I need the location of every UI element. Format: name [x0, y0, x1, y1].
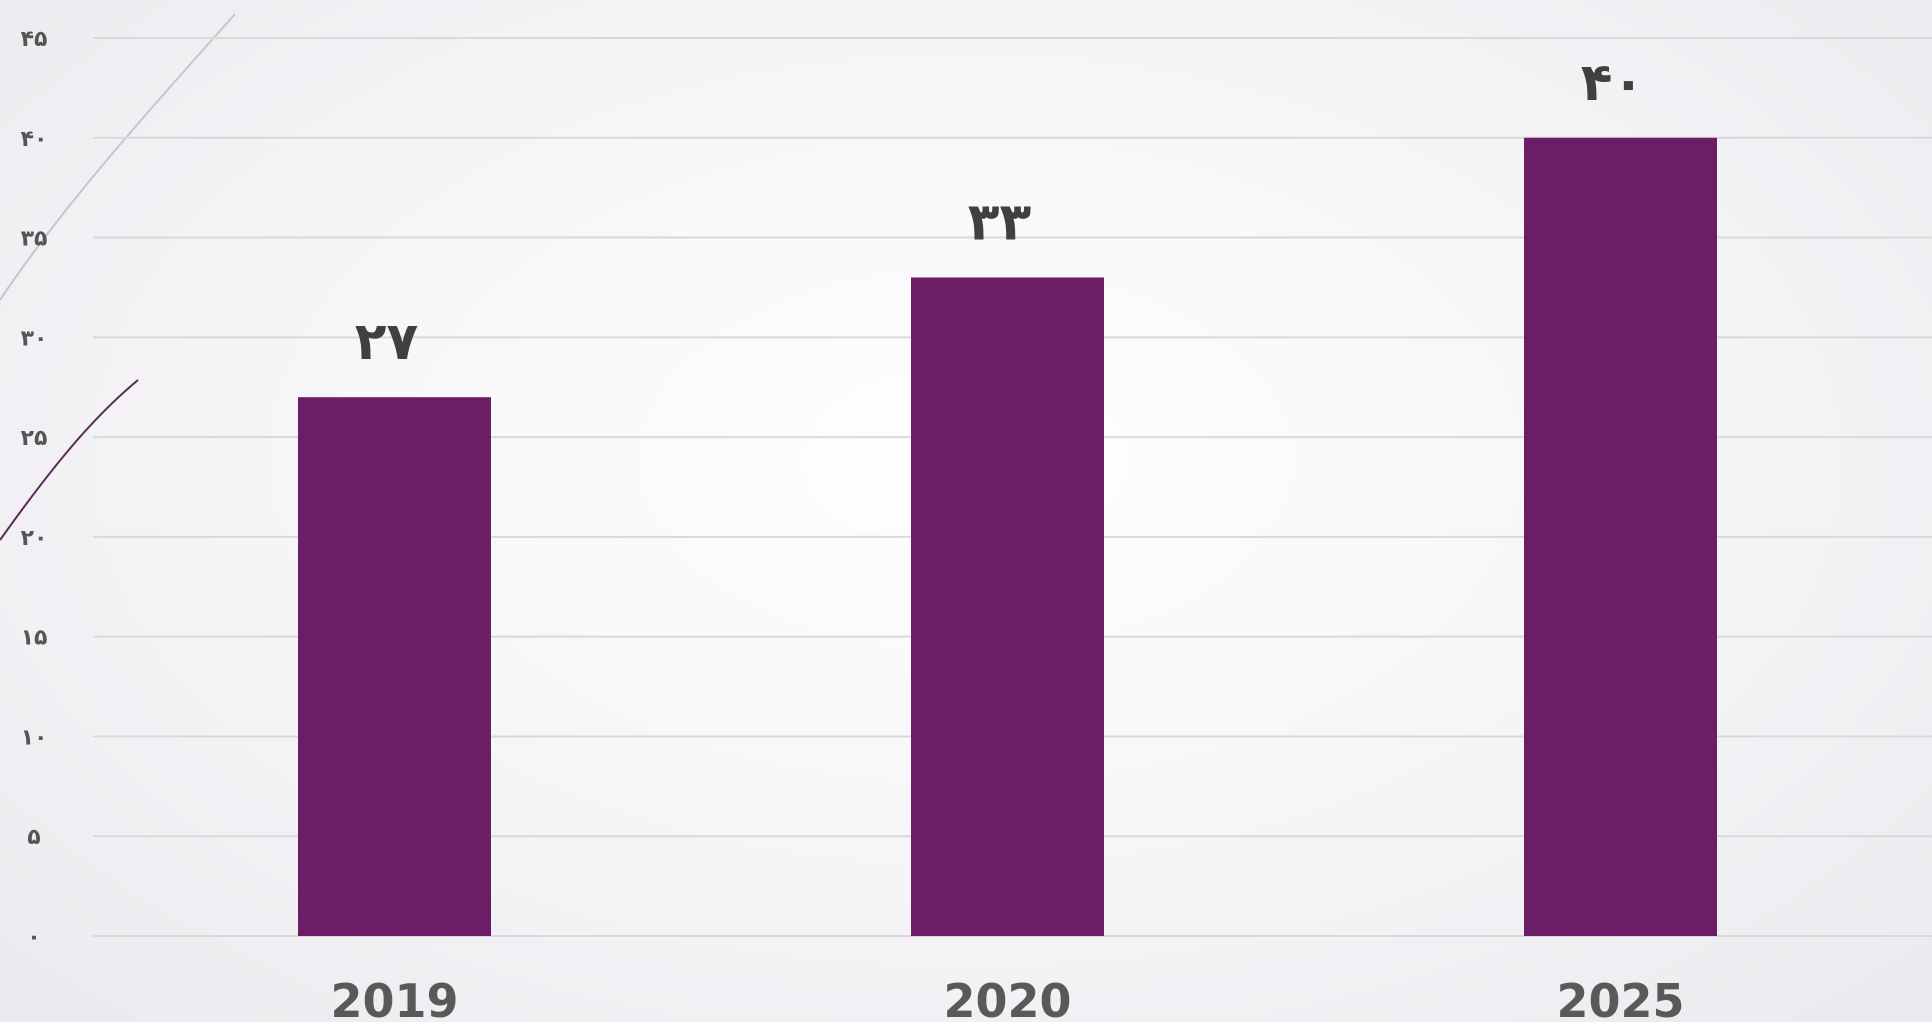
- data-labels: ۲۷ ۳۳ ۴۰: [355, 53, 1644, 372]
- bars: [298, 137, 1717, 936]
- x-axis-ticks: 2019 2020 2025: [330, 974, 1684, 1022]
- y-tick-label: ۴۵: [21, 27, 48, 52]
- decorative-curve-light: [0, 13, 236, 301]
- decorative-curves: [0, 13, 236, 541]
- y-tick-label: ۱۵: [21, 626, 48, 651]
- y-tick-label: ۱۰: [21, 725, 48, 750]
- y-tick-label: ۴۰: [21, 127, 48, 152]
- x-tick-label: 2025: [1556, 974, 1684, 1022]
- x-tick-label: 2020: [943, 974, 1071, 1022]
- y-tick-label: ۳۰: [21, 326, 48, 351]
- x-tick-label: 2019: [330, 974, 458, 1022]
- y-tick-label: ۳۵: [21, 227, 48, 252]
- bar-2019: [298, 397, 491, 936]
- y-tick-label: ۲۵: [21, 426, 48, 451]
- data-label: ۴۰: [1581, 53, 1644, 113]
- bar-2025: [1524, 137, 1717, 936]
- y-tick-label: ۲۰: [21, 526, 48, 551]
- y-tick-label: ۵: [27, 825, 40, 850]
- y-axis-ticks: ۰ ۵ ۱۰ ۱۵ ۲۰ ۲۵ ۳۰ ۳۵ ۴۰ ۴۵: [21, 27, 48, 950]
- data-label: ۲۷: [355, 312, 418, 372]
- data-label: ۳۳: [968, 192, 1032, 252]
- bar-2020: [911, 277, 1104, 936]
- y-tick-label: ۰: [27, 925, 40, 950]
- decorative-curve-dark: [0, 379, 139, 541]
